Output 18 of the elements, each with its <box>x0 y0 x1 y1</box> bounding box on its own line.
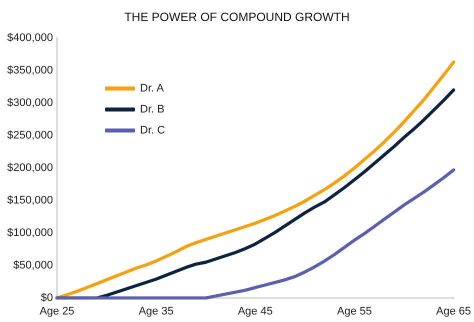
x-tick-label: Age 55 <box>336 306 372 318</box>
chart-title: THE POWER OF COMPOUND GROWTH <box>124 10 350 24</box>
y-tick-label: $150,000 <box>7 194 53 206</box>
y-tick-label: $0 <box>40 292 53 304</box>
y-tick-label: $100,000 <box>7 227 53 239</box>
y-tick-label: $300,000 <box>7 97 53 109</box>
legend-label: Dr. C <box>140 124 166 136</box>
x-tick-label: Age 25 <box>40 306 74 318</box>
y-tick-label: $400,000 <box>7 32 53 44</box>
y-tick-label: $250,000 <box>7 130 53 142</box>
legend-label: Dr. A <box>140 82 165 94</box>
legend-label: Dr. B <box>140 104 164 116</box>
y-tick-label: $200,000 <box>7 162 53 174</box>
x-tick-label: Age 45 <box>238 306 273 318</box>
y-tick-label: $350,000 <box>7 64 53 76</box>
y-tick-label: $50,000 <box>13 260 53 272</box>
x-tick-label: Age 35 <box>138 306 174 318</box>
x-tick-label: Age 65 <box>436 306 472 318</box>
